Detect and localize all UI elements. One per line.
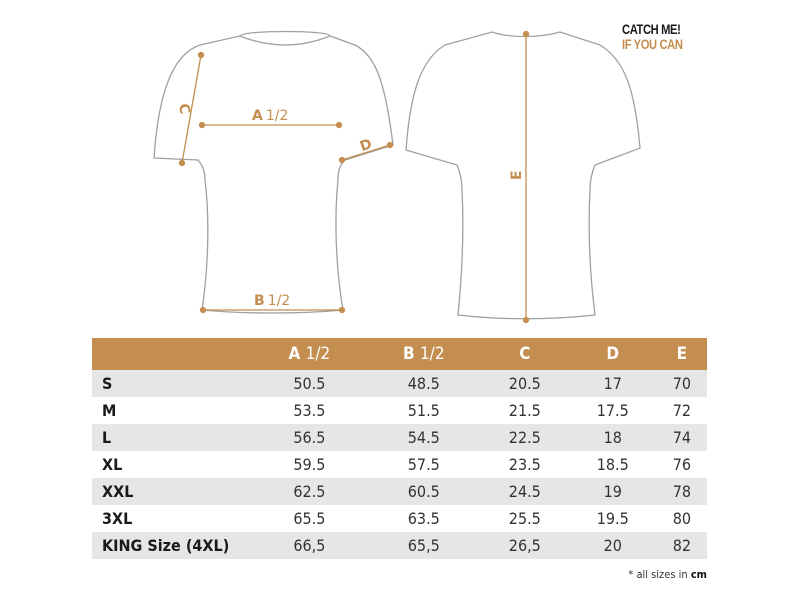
label-d: D xyxy=(358,136,374,155)
header-letter: C xyxy=(519,344,531,364)
measurement-cell: 18.5 xyxy=(596,455,629,474)
measurement-cell: 70 xyxy=(656,370,707,397)
label-c: C xyxy=(175,102,193,115)
measurement-cell: 51.5 xyxy=(407,401,440,420)
measurement-cell: 48.5 xyxy=(366,370,481,397)
column-header xyxy=(92,338,252,370)
measurement-cell: 72 xyxy=(672,401,692,420)
table-row: XXL 62.5 60.5 24.5 19 78 xyxy=(92,478,707,505)
measurement-cell: 50.5 xyxy=(252,370,367,397)
measurement-cell: 78 xyxy=(656,478,707,505)
measurement-cell: 53.5 xyxy=(293,401,326,420)
size-label: XL xyxy=(102,455,123,474)
measurement-cell: 19.5 xyxy=(596,509,629,528)
measurement-cell: 56.5 xyxy=(252,424,367,451)
header-letter: D xyxy=(606,344,620,364)
table-header: A 1/2 B 1/2 C D E xyxy=(92,338,707,370)
header-letter: A xyxy=(288,344,301,364)
measurement-cell: 60.5 xyxy=(366,478,481,505)
note-text: * all sizes in xyxy=(628,568,691,581)
front-shirt-outline xyxy=(153,30,394,314)
column-header: B 1/2 xyxy=(366,338,481,370)
measurement-cell: 22.5 xyxy=(480,424,569,451)
size-label: KING Size (4XL) xyxy=(92,532,252,559)
size-label: 3XL xyxy=(102,509,133,528)
units-note: * all sizes in cm xyxy=(628,568,707,581)
shirt-diagram: A 1/2 B 1/2 C D E xyxy=(153,30,641,324)
size-label: S xyxy=(92,370,252,397)
column-header: D xyxy=(568,338,657,370)
measurement-cell: 65,5 xyxy=(366,532,481,559)
column-header: A 1/2 xyxy=(252,338,367,370)
measurement-cell: 20.5 xyxy=(480,370,569,397)
size-label: L xyxy=(92,424,252,451)
measurement-cell: 23.5 xyxy=(508,455,541,474)
table-row: KING Size (4XL) 66,5 65,5 26,5 20 82 xyxy=(92,532,707,559)
note-unit: cm xyxy=(690,568,707,581)
measurement-cell: 74 xyxy=(656,424,707,451)
column-header: E xyxy=(656,338,707,370)
label-e: E xyxy=(509,170,525,180)
logo-line-1: CATCH ME! xyxy=(622,21,681,37)
header-letter: B xyxy=(402,344,415,364)
measurement-cell: 25.5 xyxy=(508,509,541,528)
logo-line-2: IF YOU CAN xyxy=(622,36,683,52)
table-row: M 53.5 51.5 21.5 17.5 72 xyxy=(92,397,707,424)
measurement-cell: 76 xyxy=(672,455,692,474)
header-letter: E xyxy=(676,344,688,364)
table-row: L 56.5 54.5 22.5 18 74 xyxy=(92,424,707,451)
column-header: C xyxy=(480,338,569,370)
brand-logo: CATCH ME! IF YOU CAN xyxy=(622,22,683,52)
measurement-cell: 17.5 xyxy=(596,401,629,420)
measurement-cell: 65.5 xyxy=(293,509,326,528)
measurement-cell: 57.5 xyxy=(407,455,440,474)
header-suffix: 1/2 xyxy=(419,344,445,364)
measurement-cell: 19 xyxy=(568,478,657,505)
measurement-cell: 59.5 xyxy=(293,455,326,474)
header-suffix: 1/2 xyxy=(305,344,331,364)
measurement-cell: 20 xyxy=(568,532,657,559)
size-label: M xyxy=(102,401,117,420)
measurement-cell: 66,5 xyxy=(252,532,367,559)
table-row: S 50.5 48.5 20.5 17 70 xyxy=(92,370,707,397)
measurement-cell: 80 xyxy=(672,509,692,528)
back-shirt-outline xyxy=(405,31,641,320)
measurement-cell: 62.5 xyxy=(252,478,367,505)
measurement-cell: 24.5 xyxy=(480,478,569,505)
label-a: A 1/2 xyxy=(252,108,288,124)
measurement-cell: 82 xyxy=(656,532,707,559)
measurement-cell: 17 xyxy=(568,370,657,397)
measurement-cell: 18 xyxy=(568,424,657,451)
table-row: 3XL 65.5 63.5 25.5 19.5 80 xyxy=(92,505,707,532)
label-b: B 1/2 xyxy=(254,293,290,309)
measurement-cell: 63.5 xyxy=(407,509,440,528)
table-row: XL 59.5 57.5 23.5 18.5 76 xyxy=(92,451,707,478)
measurement-cell: 54.5 xyxy=(366,424,481,451)
size-table: A 1/2 B 1/2 C D E S 50.5 48.5 20.5 17 70 M 53.5 51.5… xyxy=(92,338,707,559)
measurement-lines xyxy=(178,30,530,324)
size-label: XXL xyxy=(92,478,252,505)
measurement-cell: 21.5 xyxy=(508,401,541,420)
measurement-cell: 26,5 xyxy=(480,532,569,559)
